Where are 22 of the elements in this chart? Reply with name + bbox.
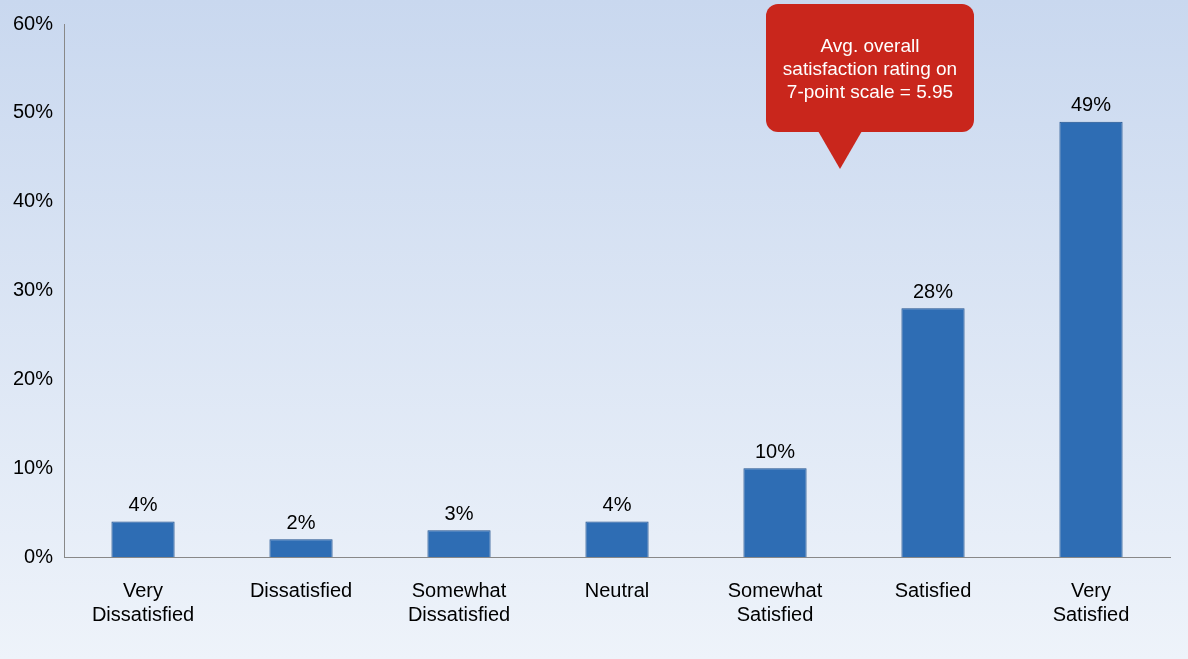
data-label: 4% — [128, 492, 158, 515]
y-tick-label: 40% — [13, 189, 54, 212]
annotation: Avg. overall satisfaction rating on 7-point scale = 5.95 — [781, 33, 959, 104]
x-tick-label: Satisfied — [894, 578, 972, 601]
data-label: 4% — [602, 492, 632, 515]
data-label: 2% — [286, 510, 316, 533]
x-tick-label: Very Dissatisfied — [91, 578, 195, 625]
y-tick-label: 30% — [13, 278, 54, 301]
y-tick-label: 10% — [13, 455, 54, 478]
x-tick-label: Very Satisfied — [1052, 578, 1130, 625]
x-tick-label: Neutral — [584, 578, 650, 601]
x-tick-label: Dissatisfied — [249, 578, 353, 601]
y-tick-label: 0% — [24, 544, 54, 567]
data-label: 28% — [912, 279, 954, 302]
data-label: 3% — [444, 501, 474, 524]
y-tick-label: 60% — [13, 11, 54, 34]
x-tick-label: Somewhat Dissatisfied — [407, 578, 511, 625]
y-tick-label: 20% — [13, 366, 54, 389]
x-tick-label: Somewhat Satisfied — [727, 578, 823, 625]
data-label: 49% — [1070, 93, 1112, 116]
y-tick-label: 50% — [13, 100, 54, 123]
data-label: 10% — [754, 439, 796, 462]
